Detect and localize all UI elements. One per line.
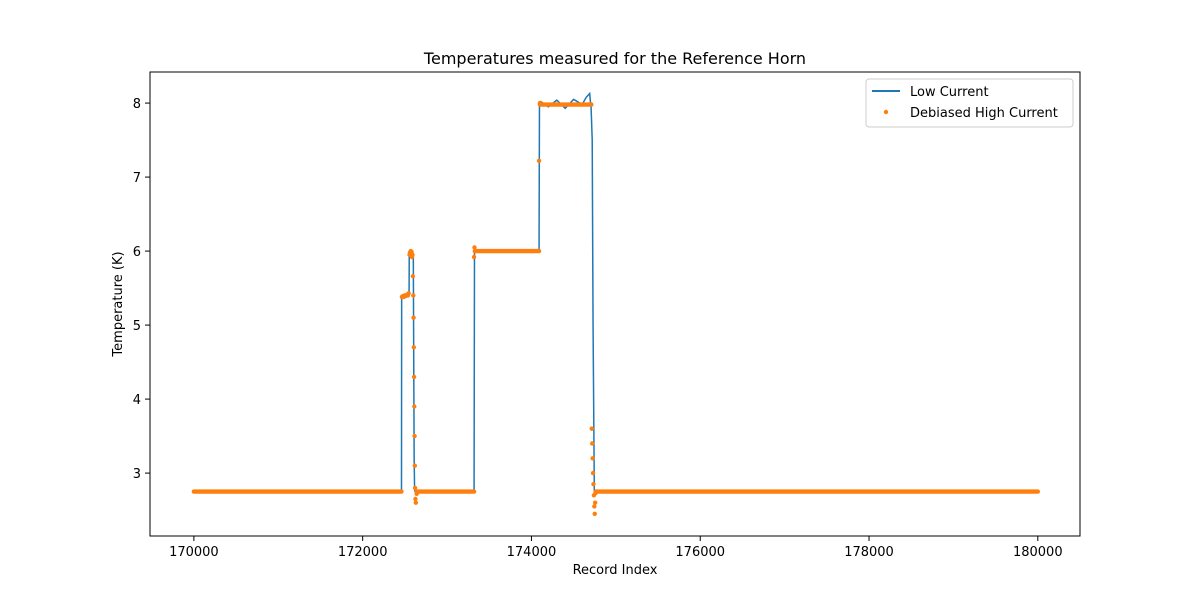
y-axis: 3 4 5 6 7 8 (133, 97, 150, 482)
scatter-point (590, 470, 596, 476)
scatter-point (591, 481, 596, 487)
scatter-point (590, 456, 595, 461)
scatter-point (410, 252, 415, 257)
scatter-point (593, 490, 598, 496)
scatter-point (412, 433, 417, 439)
y-tick-label: 8 (133, 97, 141, 112)
scatter-point (410, 274, 416, 279)
scatter-point (592, 500, 598, 505)
x-tick-label: 174000 (507, 545, 557, 560)
scatter-point (592, 511, 597, 516)
chart-title: Temperatures measured for the Reference … (423, 49, 806, 68)
legend-entry-low-current: Low Current (910, 85, 989, 100)
scatter-point (413, 500, 419, 505)
x-axis: 170000 172000 174000 176000 178000 180000 (169, 536, 1063, 560)
x-tick-label: 176000 (675, 545, 725, 560)
x-tick-label: 180000 (1013, 545, 1063, 560)
y-tick-label: 6 (133, 245, 141, 260)
scatter-point (471, 254, 477, 260)
scatter-point (537, 100, 543, 106)
plot-frame (149, 71, 1081, 537)
plot-area (191, 91, 1041, 516)
scatter-point (411, 293, 416, 298)
y-tick-label: 7 (133, 171, 141, 186)
scatter-point (592, 504, 597, 509)
scatter-point (589, 426, 594, 431)
scatter-point (472, 248, 478, 254)
scatter-point (406, 291, 411, 296)
scatter-point (411, 374, 417, 380)
x-axis-label: Record Index (573, 563, 658, 578)
y-axis-label: Temperature (K) (111, 251, 126, 357)
legend: Low Current Debiased High Current (865, 78, 1074, 128)
scatter-point (412, 485, 418, 491)
scatter-point (411, 315, 416, 320)
y-tick-label: 5 (133, 319, 141, 334)
scatter-point (414, 491, 419, 497)
scatter-point (413, 496, 418, 502)
scatter-point (590, 441, 595, 446)
scatter-point (412, 463, 418, 468)
scatter-point (411, 345, 417, 350)
scatter-point (536, 158, 542, 164)
series-low-current-line (193, 91, 1038, 493)
scatter-point (412, 404, 417, 409)
y-tick-label: 3 (133, 467, 141, 482)
x-tick-label: 172000 (338, 545, 388, 560)
legend-entry-debiased-high-current: Debiased High Current (910, 106, 1058, 121)
legend-box (865, 78, 1074, 128)
x-tick-label: 178000 (844, 545, 894, 560)
scatter-point (472, 245, 477, 250)
x-tick-label: 170000 (169, 545, 219, 560)
y-tick-label: 4 (133, 393, 141, 408)
legend-dot-swatch (883, 109, 889, 115)
